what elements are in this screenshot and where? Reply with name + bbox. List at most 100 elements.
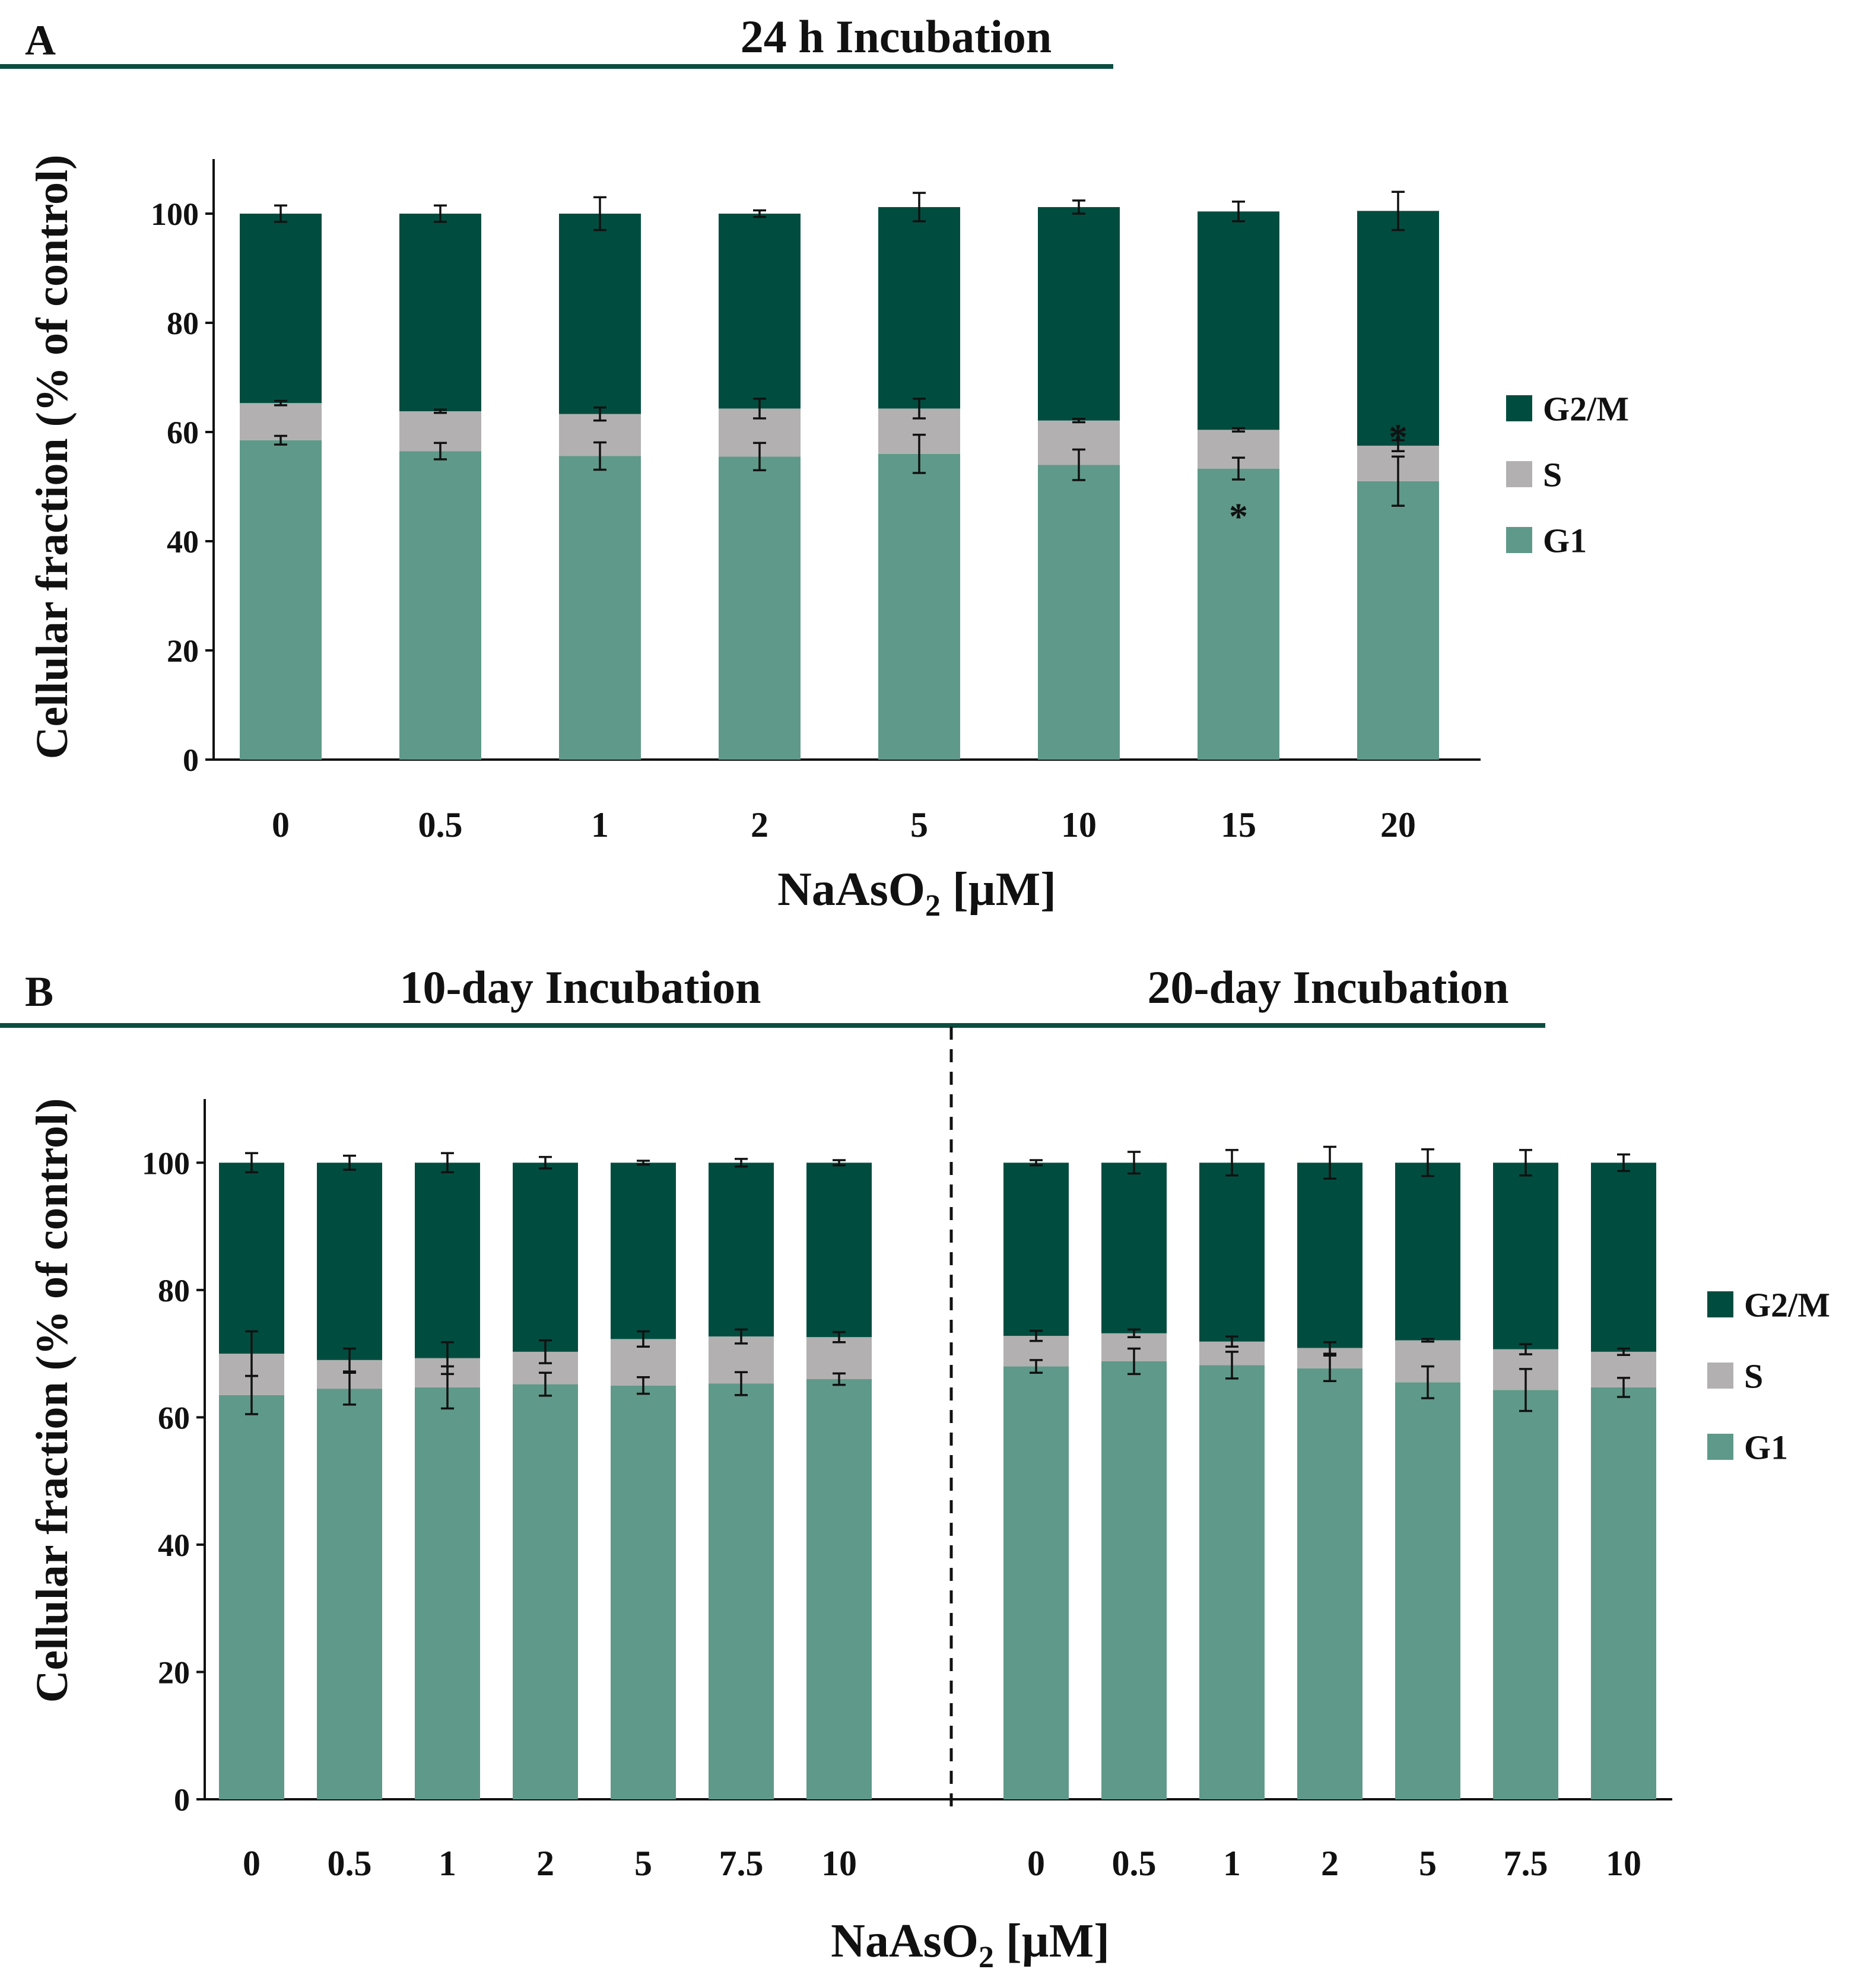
legend-label-g2-m: G2/M xyxy=(1543,389,1629,428)
bar-a-g1-0 xyxy=(240,440,322,760)
y-tick-label-b1-0: 0 xyxy=(174,1782,190,1818)
legend-label-g1: G1 xyxy=(1744,1428,1788,1466)
bar-b1-g2-m-5 xyxy=(611,1163,676,1339)
chart-title-10day: 10-day Incubation xyxy=(400,961,761,1013)
bar-a-g1-0-5 xyxy=(399,451,481,760)
x-tick-label-b1-2: 2 xyxy=(536,1844,554,1883)
x-tick-label-b1-0-5: 0.5 xyxy=(328,1844,372,1883)
x-tick-label-a-15: 15 xyxy=(1221,805,1256,844)
bar-a-g2-m-0-5 xyxy=(399,214,481,412)
bar-a-g1-5 xyxy=(878,453,960,760)
x-tick-label-a-0: 0 xyxy=(272,805,290,844)
x-tick-label-a-0-5: 0.5 xyxy=(418,805,463,844)
bar-a-g2-m-20 xyxy=(1357,211,1439,446)
x-tick-label-b1-0: 0 xyxy=(243,1844,261,1883)
bar-b1-g1-0-5 xyxy=(317,1389,382,1799)
x-tick-label-a-2: 2 xyxy=(751,805,768,844)
plot-area-b-10day: 0 20 40 60 80 100 0 0.5 1 2 5 7.5 10 xyxy=(142,1099,944,1883)
bar-b1-g2-m-1 xyxy=(415,1163,480,1358)
legend-swatch-g1 xyxy=(1506,527,1532,553)
y-tick-label-b1-80: 80 xyxy=(158,1273,190,1309)
bar-b1-g2-m-0 xyxy=(219,1163,284,1354)
x-tick-label-a-5: 5 xyxy=(910,805,928,844)
x-axis-label-a: NaAsO2 [µM] xyxy=(777,863,1056,923)
legend-swatch-g1 xyxy=(1707,1434,1733,1460)
x-tick-label-a-10: 10 xyxy=(1061,805,1097,844)
bar-b2-g2-m-1 xyxy=(1199,1163,1265,1342)
bar-a-g2-m-10 xyxy=(1038,207,1120,421)
bar-a-g1-15 xyxy=(1198,468,1279,760)
x-tick-label-b2-7-5: 7.5 xyxy=(1504,1844,1548,1883)
bar-b2-g1-0 xyxy=(1003,1366,1069,1799)
x-tick-label-b1-10: 10 xyxy=(821,1844,857,1883)
bar-b2-g2-m-0-5 xyxy=(1101,1163,1167,1333)
x-tick-label-a-1: 1 xyxy=(591,805,609,844)
x-tick-label-a-20: 20 xyxy=(1380,805,1416,844)
bar-a-g1-2 xyxy=(719,456,801,760)
x-tick-label-b1-5: 5 xyxy=(634,1844,652,1883)
panel-b: B 10-day Incubation 20-day Incubation Ce… xyxy=(0,961,1830,1974)
y-tick-label-a-40: 40 xyxy=(167,524,199,560)
y-tick-label-b1-100: 100 xyxy=(142,1145,190,1181)
bar-b1-g2-m-7-5 xyxy=(709,1163,774,1337)
y-tick-label-a-0: 0 xyxy=(183,742,199,778)
legend-label-s: S xyxy=(1744,1357,1763,1395)
bar-b1-g1-10 xyxy=(806,1379,872,1799)
y-axis-label-a: Cellular fraction (% of control) xyxy=(27,155,77,760)
bar-a-g1-1 xyxy=(559,456,641,760)
bar-b2-g1-2 xyxy=(1297,1368,1362,1799)
y-tick-label-a-100: 100 xyxy=(151,196,199,232)
bar-b1-g2-m-10 xyxy=(806,1163,872,1338)
bar-b2-g1-7-5 xyxy=(1493,1390,1558,1799)
bar-b1-g1-0 xyxy=(219,1395,284,1799)
legend-b: G2/M S G1 xyxy=(1707,1285,1830,1466)
bar-b2-g1-1 xyxy=(1199,1365,1265,1799)
y-tick-label-a-60: 60 xyxy=(167,415,199,450)
bar-a-g1-20 xyxy=(1357,481,1439,760)
bar-b2-g2-m-7-5 xyxy=(1493,1163,1558,1349)
x-tick-label-b2-0-5: 0.5 xyxy=(1112,1844,1157,1883)
legend-label-s: S xyxy=(1543,455,1562,494)
x-tick-label-b1-1: 1 xyxy=(439,1844,456,1883)
legend-swatch-g2-m xyxy=(1707,1291,1733,1317)
bar-b1-g1-2 xyxy=(513,1384,578,1799)
y-tick-label-a-20: 20 xyxy=(167,633,199,669)
legend-swatch-g2-m xyxy=(1506,395,1532,421)
legend-a: G2/M S G1 xyxy=(1506,389,1629,560)
panel-label-b: B xyxy=(25,968,53,1015)
bar-b1-s-10 xyxy=(806,1337,872,1379)
legend-swatch-s xyxy=(1506,461,1532,487)
legend-label-g1: G1 xyxy=(1543,521,1587,560)
bar-b2-g1-5 xyxy=(1395,1382,1460,1799)
y-axis-label-b: Cellular fraction (% of control) xyxy=(27,1098,77,1703)
bar-a-g2-m-15 xyxy=(1198,211,1279,430)
bar-b2-g2-m-0 xyxy=(1003,1163,1069,1336)
panel-label-a: A xyxy=(25,17,56,64)
x-tick-label-b2-1: 1 xyxy=(1223,1844,1241,1883)
x-axis-label-b: NaAsO2 [µM] xyxy=(831,1915,1110,1974)
bar-b1-g2-m-2 xyxy=(513,1163,578,1352)
x-tick-label-b2-0: 0 xyxy=(1027,1844,1045,1883)
panel-a: A 24 h Incubation Cellular fraction (% o… xyxy=(0,11,1629,923)
bar-b2-g2-m-5 xyxy=(1395,1163,1460,1341)
bar-b1-g2-m-0-5 xyxy=(317,1163,382,1360)
bar-a-g2-m-2 xyxy=(719,214,801,409)
y-tick-label-a-80: 80 xyxy=(167,306,199,341)
x-tick-label-b1-7-5: 7.5 xyxy=(719,1844,764,1883)
legend-label-g2-m: G2/M xyxy=(1744,1285,1830,1324)
plot-area-b-20day: 0 0.5 1 2 5 7.5 10 xyxy=(944,1145,1672,1883)
bar-b1-g1-5 xyxy=(611,1385,676,1799)
bar-a-g2-m-0 xyxy=(240,214,322,404)
bar-b2-g2-m-2 xyxy=(1297,1163,1362,1348)
bar-a-g1-10 xyxy=(1038,465,1120,760)
plot-area-a: 0 20 40 60 80 100 0 0.5 1 2 5 10 15 20 * * xyxy=(151,159,1481,844)
x-tick-label-b2-10: 10 xyxy=(1606,1844,1641,1883)
significance-asterisk-a-20: * xyxy=(1389,416,1408,458)
bar-a-s-0 xyxy=(240,403,322,440)
bar-b2-g2-m-10 xyxy=(1591,1163,1656,1352)
legend-swatch-s xyxy=(1707,1363,1733,1389)
significance-asterisk-a-15: * xyxy=(1229,495,1248,537)
chart-title-24h: 24 h Incubation xyxy=(741,11,1052,62)
bar-a-g2-m-1 xyxy=(559,214,641,414)
